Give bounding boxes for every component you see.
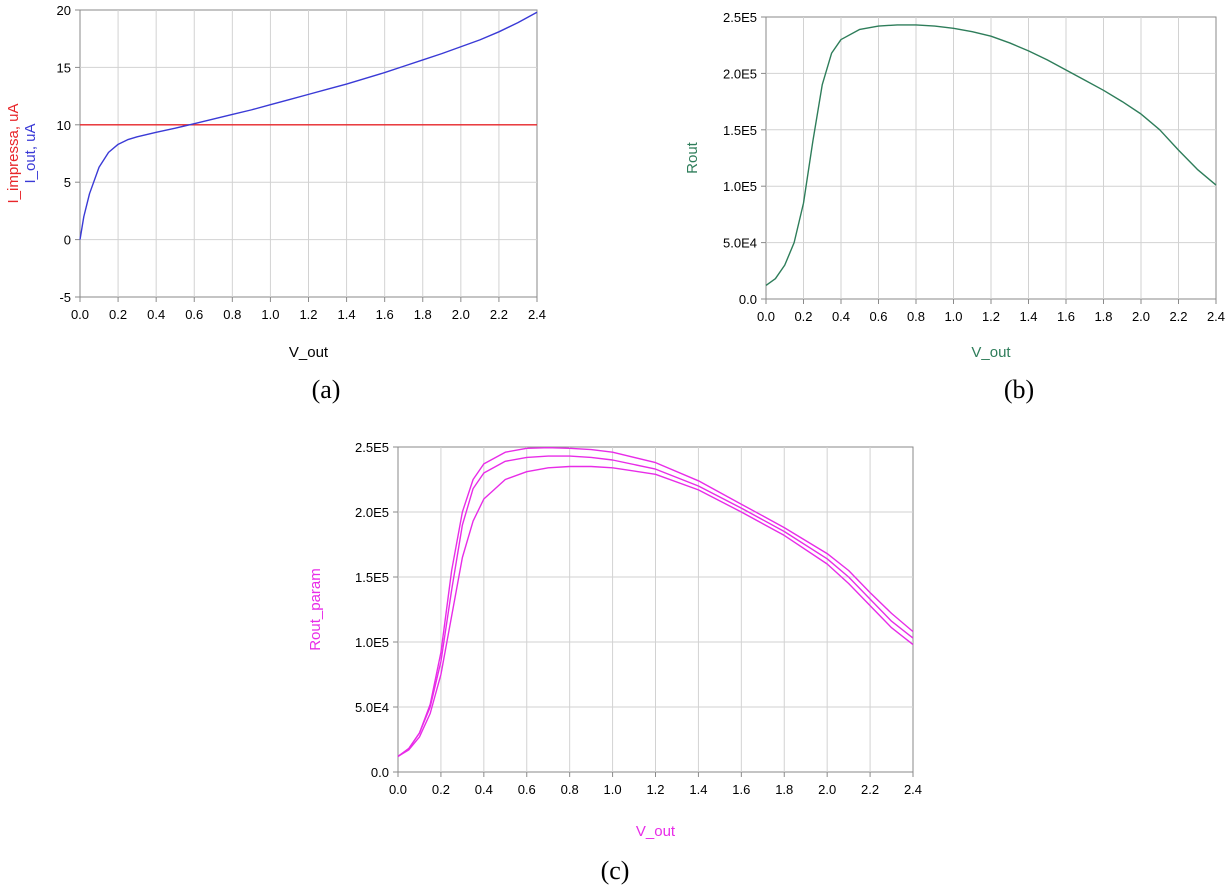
x-tick-label: 0.8 (561, 782, 579, 797)
y-axis-label-part: I_out, uA (22, 123, 39, 183)
x-tick-label: 1.2 (646, 782, 664, 797)
y-tick-label: 0.0 (371, 765, 389, 780)
x-tick-label: 2.2 (861, 782, 879, 797)
x-tick-label: 0.0 (71, 307, 89, 322)
y-tick-label: 5 (64, 175, 71, 190)
x-tick-label: 0.6 (518, 782, 536, 797)
x-tick-label: 0.0 (757, 309, 775, 324)
x-tick-label: 1.2 (299, 307, 317, 322)
x-tick-label: 0.6 (185, 307, 203, 322)
x-tick-label: 2.4 (1207, 309, 1225, 324)
x-tick-label: 0.2 (109, 307, 127, 322)
panel-caption: (a) (312, 375, 341, 404)
x-tick-label: 1.6 (376, 307, 394, 322)
y-tick-label: 1.5E5 (355, 570, 389, 585)
x-tick-label: 1.4 (338, 307, 356, 322)
x-tick-label: 1.4 (1019, 309, 1037, 324)
y-tick-label: 2.5E5 (355, 440, 389, 455)
x-tick-label: 1.0 (604, 782, 622, 797)
y-tick-label: 2.5E5 (723, 10, 757, 25)
x-tick-label: 2.4 (528, 307, 546, 322)
x-tick-label: 0.2 (794, 309, 812, 324)
x-tick-label: 1.6 (1057, 309, 1075, 324)
y-tick-label: 5.0E4 (355, 700, 389, 715)
panel-caption: (c) (601, 856, 630, 885)
y-tick-label: 2.0E5 (723, 66, 757, 81)
x-tick-label: 1.0 (261, 307, 279, 322)
x-tick-label: 1.2 (982, 309, 1000, 324)
series-line-a-2 (79, 11, 538, 240)
y-tick-label: -5 (59, 290, 71, 305)
series-line-c-3 (397, 465, 914, 757)
x-tick-label: 0.8 (223, 307, 241, 322)
x-tick-label: 1.0 (944, 309, 962, 324)
x-tick-label: 0.8 (907, 309, 925, 324)
x-tick-label: 1.8 (414, 307, 432, 322)
x-tick-label: 0.6 (869, 309, 887, 324)
y-tick-label: 0 (64, 233, 71, 248)
chart-c: 0.0 0.2 0.4 0.6 0.8 1.0 1.2 1.4 1.6 1.8 2.0 2.2 2.4 0… (307, 440, 922, 885)
x-tick-label: 2.0 (1132, 309, 1150, 324)
series-line-c-2 (397, 455, 914, 757)
x-tick-label: 1.6 (732, 782, 750, 797)
x-tick-label: 1.8 (1094, 309, 1112, 324)
chart-a: 0.0 0.2 0.4 0.6 0.8 1.0 1.2 1.4 1.6 1.8 2.0 2.2 2.4 -… (5, 3, 546, 404)
x-tick-label: 1.8 (775, 782, 793, 797)
series-line-c-1 (397, 446, 914, 757)
x-tick-label: 2.2 (1169, 309, 1187, 324)
x-axis-label: V_out (636, 823, 676, 840)
x-tick-label: 2.0 (818, 782, 836, 797)
y-tick-label: 5.0E4 (723, 236, 757, 251)
y-tick-label: 2.0E5 (355, 505, 389, 520)
series-line-b-1 (765, 24, 1217, 287)
x-tick-label: 1.4 (689, 782, 707, 797)
y-tick-label: 1.0E5 (723, 179, 757, 194)
y-tick-label: 10 (57, 118, 71, 133)
y-tick-label: 15 (57, 60, 71, 75)
chart-b: 0.0 0.2 0.4 0.6 0.8 1.0 1.2 1.4 1.6 1.8 2.0 2.2 2.4 0… (684, 10, 1225, 404)
panel-caption: (b) (1004, 375, 1034, 404)
y-axis-label: I_impressa, uAI_out, uA (5, 103, 39, 203)
y-axis-label: Rout_param (307, 568, 324, 651)
y-axis-label: Rout (684, 141, 701, 174)
x-tick-label: 0.4 (147, 307, 165, 322)
x-axis-label: V_out (971, 344, 1011, 361)
x-tick-label: 0.4 (832, 309, 850, 324)
y-tick-label: 1.0E5 (355, 635, 389, 650)
x-tick-label: 2.4 (904, 782, 922, 797)
y-tick-label: 1.5E5 (723, 123, 757, 138)
y-axis-label-part: I_impressa, uA (5, 103, 22, 203)
y-tick-label: 20 (57, 3, 71, 18)
x-tick-label: 0.2 (432, 782, 450, 797)
x-tick-label: 0.4 (475, 782, 493, 797)
y-tick-label: 0.0 (739, 292, 757, 307)
x-tick-label: 0.0 (389, 782, 407, 797)
x-axis-label: V_out (289, 344, 329, 361)
x-tick-label: 2.0 (452, 307, 470, 322)
x-tick-label: 2.2 (490, 307, 508, 322)
